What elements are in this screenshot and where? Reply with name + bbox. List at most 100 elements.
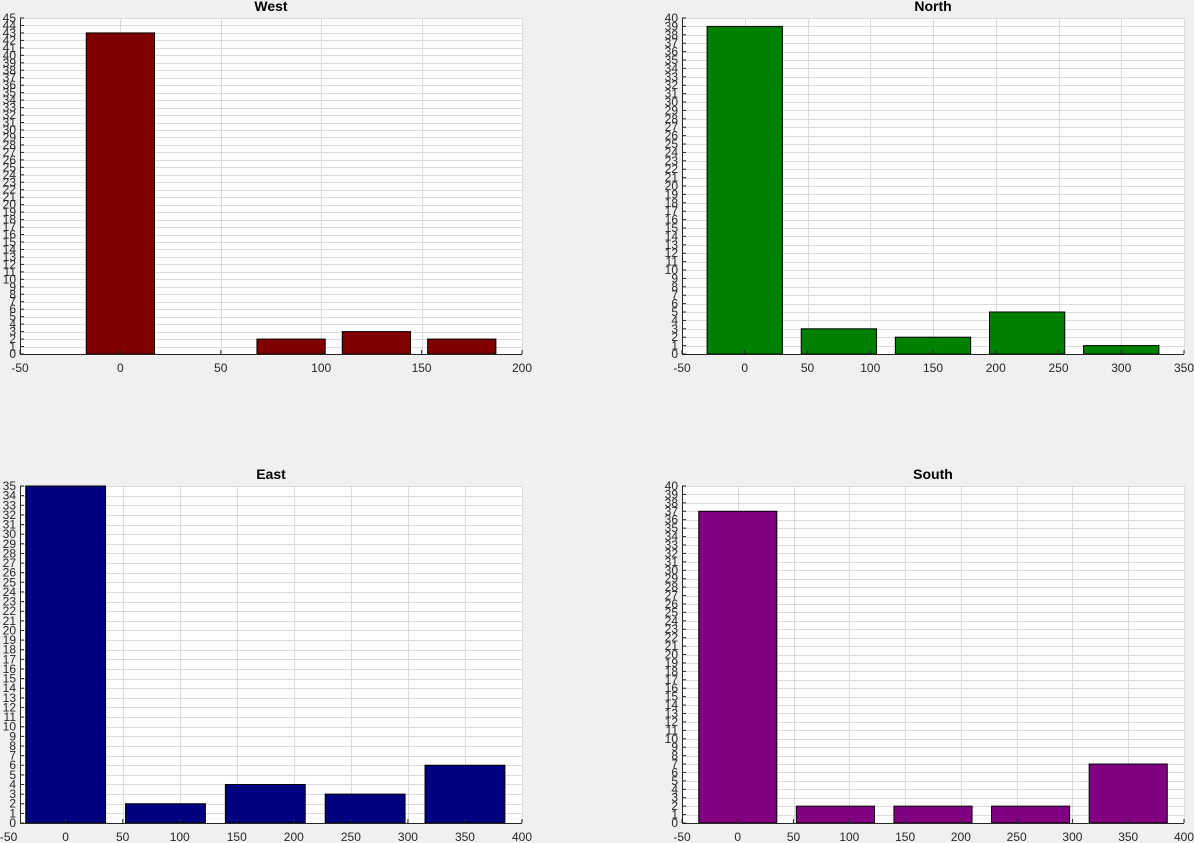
y-tick-label: 6: [671, 765, 678, 779]
x-tick-label: 100: [170, 830, 190, 843]
y-tick-label: 35: [665, 521, 679, 535]
bar: [341, 331, 412, 355]
y-tick-label: 15: [665, 221, 679, 235]
x-tick-label: 250: [1048, 361, 1068, 375]
y-tick-label: 7: [671, 288, 678, 302]
y-tick-label: 10: [665, 732, 679, 746]
y-tick-label: 36: [3, 78, 17, 92]
y-tick-label: 8: [9, 287, 16, 301]
y-tick-label: 20: [3, 623, 17, 637]
chart-title: South: [913, 466, 953, 482]
y-tick-label: 12: [665, 246, 679, 260]
bar: [706, 25, 783, 355]
x-tick-label: 50: [801, 361, 815, 375]
x-tick-label: 200: [284, 830, 304, 843]
y-tick-label: 14: [3, 242, 17, 256]
y-tick-label: 38: [3, 63, 17, 77]
y-tick-label: 9: [9, 280, 16, 294]
x-tick-label: 350: [455, 830, 475, 843]
chart-title: North: [914, 0, 951, 14]
x-tick-label: 0: [117, 361, 124, 375]
y-tick-label: 30: [665, 563, 679, 577]
y-tick-label: 20: [665, 179, 679, 193]
y-tick-label: 44: [3, 18, 17, 32]
bar: [991, 805, 1071, 824]
y-tick-label: 0: [9, 347, 16, 361]
bar: [85, 32, 156, 355]
y-tick-label: 26: [665, 597, 679, 611]
y-tick-label: 34: [3, 93, 17, 107]
y-tick-label: 22: [3, 183, 17, 197]
y-tick-label: 25: [665, 137, 679, 151]
bar: [324, 793, 406, 824]
x-tick-label: 300: [398, 830, 418, 843]
x-tick-label: 150: [895, 830, 915, 843]
y-tick-label: 30: [3, 527, 17, 541]
y-tick-label: 9: [671, 740, 678, 754]
y-tick-label: 5: [671, 305, 678, 319]
bar: [424, 764, 506, 824]
y-tick-label: 13: [3, 250, 17, 264]
y-tick-label: 37: [3, 71, 17, 85]
y-tick-label: 33: [665, 70, 679, 84]
y-tick-label: 29: [3, 130, 17, 144]
y-tick-label: 22: [3, 604, 17, 618]
y-tick-label: 34: [665, 61, 679, 75]
x-tick-label: 150: [923, 361, 943, 375]
y-tick-label: 0: [671, 816, 678, 830]
y-tick-label: 43: [3, 26, 17, 40]
y-tick-label: 32: [3, 508, 17, 522]
x-tick-label: -50: [673, 830, 691, 843]
y-tick-label: 15: [665, 690, 679, 704]
y-tick-label: 28: [665, 112, 679, 126]
y-tick-label: 9: [671, 271, 678, 285]
y-tick-label: 38: [665, 28, 679, 42]
y-tick-label: 28: [665, 580, 679, 594]
y-tick-label: 17: [3, 652, 17, 666]
y-tick-label: 29: [665, 572, 679, 586]
y-tick-label: 21: [3, 614, 17, 628]
y-tick-label: 7: [9, 295, 16, 309]
y-tick-label: 38: [665, 496, 679, 510]
y-tick-label: 6: [9, 302, 16, 316]
y-tick-label: 5: [9, 310, 16, 324]
bar: [125, 803, 206, 824]
y-tick-label: 8: [9, 739, 16, 753]
y-tick-label: 0: [671, 347, 678, 361]
y-tick-label: 26: [3, 153, 17, 167]
bar: [698, 510, 778, 824]
y-tick-label: 41: [3, 41, 17, 55]
chart-south: -50 0 50 100 150 200 250 300 350 4000123456789101…: [665, 466, 1194, 843]
y-tick-label: 16: [3, 662, 17, 676]
y-tick-label: 14: [665, 698, 679, 712]
y-tick-label: 16: [3, 228, 17, 242]
y-tick-label: 5: [671, 774, 678, 788]
y-tick-label: 13: [665, 706, 679, 720]
y-tick-label: 9: [9, 729, 16, 743]
chart-north: -50 0 50 100 150 200 250 300 3500123456789101112…: [665, 0, 1194, 375]
y-tick-label: 19: [665, 656, 679, 670]
bar: [224, 783, 306, 824]
y-tick-label: 33: [3, 498, 17, 512]
bar: [988, 311, 1066, 355]
y-tick-label: 21: [665, 639, 679, 653]
y-tick-label: 6: [671, 297, 678, 311]
y-tick-label: 24: [3, 585, 17, 599]
y-tick-label: 35: [3, 479, 17, 493]
y-tick-label: 12: [3, 257, 17, 271]
y-tick-label: 4: [9, 317, 16, 331]
y-tick-label: 26: [665, 129, 679, 143]
bar: [256, 338, 326, 355]
y-tick-label: 13: [3, 691, 17, 705]
y-tick-label: 27: [3, 145, 17, 159]
y-tick-label: 40: [3, 48, 17, 62]
chart-title: West: [254, 0, 288, 14]
y-tick-label: 27: [3, 556, 17, 570]
y-tick-label: 32: [665, 546, 679, 560]
y-tick-label: 28: [3, 546, 17, 560]
y-tick-label: 18: [3, 213, 17, 227]
y-tick-label: 20: [3, 198, 17, 212]
y-tick-label: 27: [665, 120, 679, 134]
y-tick-label: 2: [671, 330, 678, 344]
y-tick-label: 1: [9, 806, 16, 820]
